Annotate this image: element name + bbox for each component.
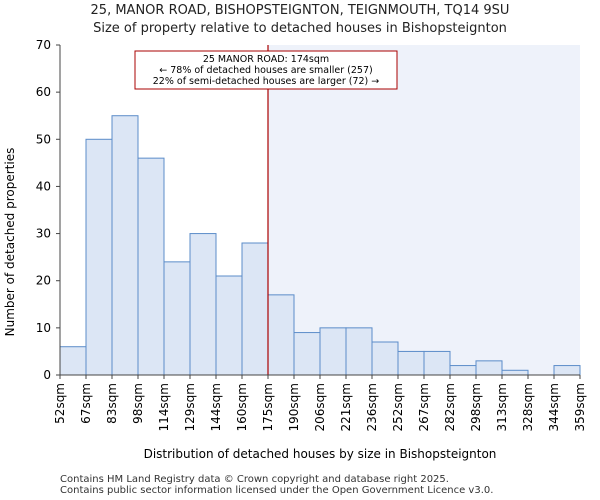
- bar-344sqm: [553, 365, 581, 376]
- bar-83sqm: [111, 115, 139, 376]
- x-tick-label: 344sqm: [547, 383, 561, 431]
- larger-region-shading: [268, 45, 580, 375]
- y-tick-label: 40: [36, 179, 51, 193]
- bar-313sqm: [501, 369, 529, 376]
- x-ticks-group: 52sqm 67sqm 83sqm 98sqm 114sqm 129sqm 144sqm 16…: [53, 375, 587, 431]
- chart-subtitle: Size of property relative to detached ho…: [93, 21, 507, 36]
- bar-114sqm: [163, 261, 191, 376]
- x-tick-label: 160sqm: [235, 383, 249, 431]
- annotation-box: 25 MANOR ROAD: 174sqm ← 78% of detached …: [134, 50, 398, 90]
- bar-175sqm: [267, 294, 295, 376]
- y-tick-label: 20: [36, 274, 51, 288]
- bar-52sqm: [59, 346, 87, 376]
- y-tick-label: 50: [36, 132, 51, 146]
- x-tick-label: 267sqm: [417, 383, 431, 431]
- bars-group: [59, 115, 581, 376]
- x-tick-label: 114sqm: [157, 383, 171, 431]
- x-axis-label: Distribution of detached houses by size …: [144, 447, 497, 461]
- footer-licence: Contains public sector information licen…: [60, 485, 494, 496]
- x-tick-label: 328sqm: [521, 383, 535, 431]
- x-tick-label: 83sqm: [105, 383, 119, 424]
- x-tick-label: 359sqm: [573, 383, 587, 431]
- footer-copyright: Contains HM Land Registry data © Crown c…: [60, 474, 449, 485]
- x-tick-label: 52sqm: [53, 383, 67, 424]
- y-axis-label: Number of detached properties: [3, 148, 17, 337]
- annotation-line-1: 25 MANOR ROAD: 174sqm: [203, 54, 329, 65]
- y-tick-label: 60: [36, 85, 51, 99]
- x-tick-label: 221sqm: [339, 383, 353, 431]
- y-tick-label: 10: [36, 321, 51, 335]
- x-tick-label: 129sqm: [183, 383, 197, 431]
- bar-129sqm: [189, 233, 217, 376]
- y-tick-label: 0: [43, 368, 51, 382]
- x-tick-label: 206sqm: [313, 383, 327, 431]
- x-tick-label: 175sqm: [261, 383, 275, 431]
- bar-160sqm: [241, 242, 269, 376]
- x-tick-label: 98sqm: [131, 383, 145, 424]
- chart-title: 25, MANOR ROAD, BISHOPSTEIGNTON, TEIGNMO…: [90, 3, 510, 18]
- bar-236sqm: [371, 341, 399, 376]
- x-tick-label: 252sqm: [391, 383, 405, 431]
- annotation-frame: [134, 50, 398, 90]
- bar-252sqm: [397, 350, 425, 376]
- annotation-line-2: ← 78% of detached houses are smaller (25…: [159, 65, 372, 76]
- x-tick-label: 144sqm: [209, 383, 223, 431]
- bar-206sqm: [319, 327, 347, 376]
- bar-282sqm: [449, 365, 477, 376]
- bar-67sqm: [85, 138, 113, 376]
- y-tick-label: 30: [36, 227, 51, 241]
- bar-144sqm: [215, 275, 243, 376]
- x-tick-label: 67sqm: [79, 383, 93, 424]
- bar-190sqm: [293, 332, 321, 376]
- y-tick-label: 70: [36, 38, 51, 52]
- x-tick-label: 298sqm: [469, 383, 483, 431]
- x-tick-label: 313sqm: [495, 383, 509, 431]
- annotation-line-3: 22% of semi-detached houses are larger (…: [153, 76, 380, 87]
- x-tick-label: 236sqm: [365, 383, 379, 431]
- bar-98sqm: [137, 157, 165, 376]
- x-tick-label: 190sqm: [287, 383, 301, 431]
- bar-221sqm: [345, 327, 373, 376]
- bar-298sqm: [475, 360, 503, 376]
- x-tick-label: 282sqm: [443, 383, 457, 431]
- y-ticks-group: 0 10 20 30 40 50 60 70: [36, 38, 60, 382]
- bar-267sqm: [423, 350, 451, 376]
